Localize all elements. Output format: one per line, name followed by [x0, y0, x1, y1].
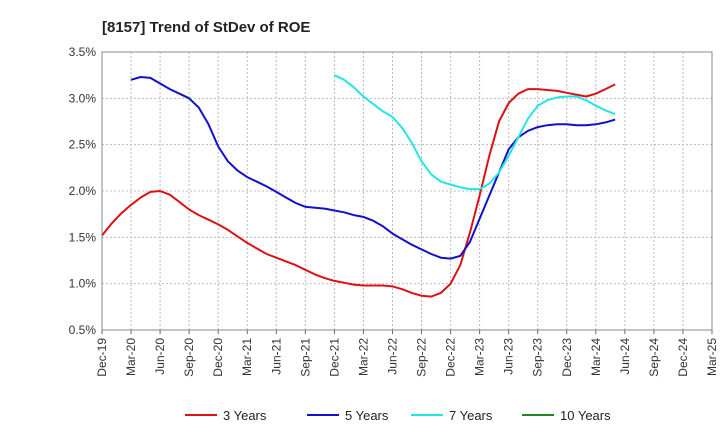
- x-tick-label: Jun-21: [269, 338, 283, 375]
- x-tick-label: Dec-21: [327, 338, 341, 377]
- x-tick-label: Jun-22: [385, 338, 399, 375]
- x-tick-label: Dec-20: [211, 338, 225, 377]
- x-tick-label: Dec-19: [95, 338, 109, 377]
- legend-label: 10 Years: [560, 408, 611, 423]
- grid-lines: [101, 51, 713, 331]
- x-tick-label: Mar-23: [473, 338, 487, 376]
- x-tick-label: Mar-20: [124, 338, 138, 376]
- x-axis-ticks: Dec-19 Mar-20 Jun-20 Sep-20 Dec-20 Mar-21 Jun-…: [95, 338, 719, 377]
- x-tick-label: Mar-24: [589, 338, 603, 376]
- x-tick-label: Sep-21: [298, 338, 312, 377]
- y-tick-label: 0.5%: [69, 323, 97, 337]
- legend: 3 Years 5 Years 7 Years 10 Years: [185, 408, 611, 423]
- series-layer: [101, 74, 616, 298]
- x-tick-label: Sep-24: [647, 338, 661, 377]
- y-tick-label: 3.5%: [69, 45, 97, 59]
- x-tick-label: Jun-20: [153, 338, 167, 375]
- plot-frame: [101, 51, 713, 331]
- series-line-3-years: [101, 83, 616, 298]
- y-tick-label: 1.0%: [69, 277, 97, 291]
- y-axis-ticks: 0.5% 1.0% 1.5% 2.0% 2.5% 3.0% 3.5%: [69, 45, 97, 337]
- x-tick-label: Mar-21: [240, 338, 254, 376]
- x-tick-label: Mar-22: [356, 338, 370, 376]
- x-tick-label: Sep-20: [182, 338, 196, 377]
- x-tick-label: Dec-24: [676, 338, 690, 377]
- legend-label: 7 Years: [449, 408, 493, 423]
- x-tick-label: Sep-23: [531, 338, 545, 377]
- y-tick-label: 3.0%: [69, 91, 97, 105]
- x-tick-label: Dec-23: [560, 338, 574, 377]
- y-tick-label: 1.5%: [69, 230, 97, 244]
- legend-label: 5 Years: [345, 408, 389, 423]
- y-tick-label: 2.5%: [69, 138, 97, 152]
- axes: [101, 51, 713, 334]
- x-tick-label: Dec-22: [444, 338, 458, 377]
- series-line-7-years: [333, 74, 616, 191]
- x-tick-label: Sep-22: [415, 338, 429, 377]
- legend-label: 3 Years: [223, 408, 267, 423]
- chart-title: [8157] Trend of StDev of ROE: [102, 19, 310, 36]
- x-tick-label: Mar-25: [705, 338, 719, 376]
- x-tick-label: Jun-24: [618, 338, 632, 375]
- y-tick-label: 2.0%: [69, 184, 97, 198]
- series-line-5-years: [130, 76, 616, 260]
- x-tick-label: Jun-23: [502, 338, 516, 375]
